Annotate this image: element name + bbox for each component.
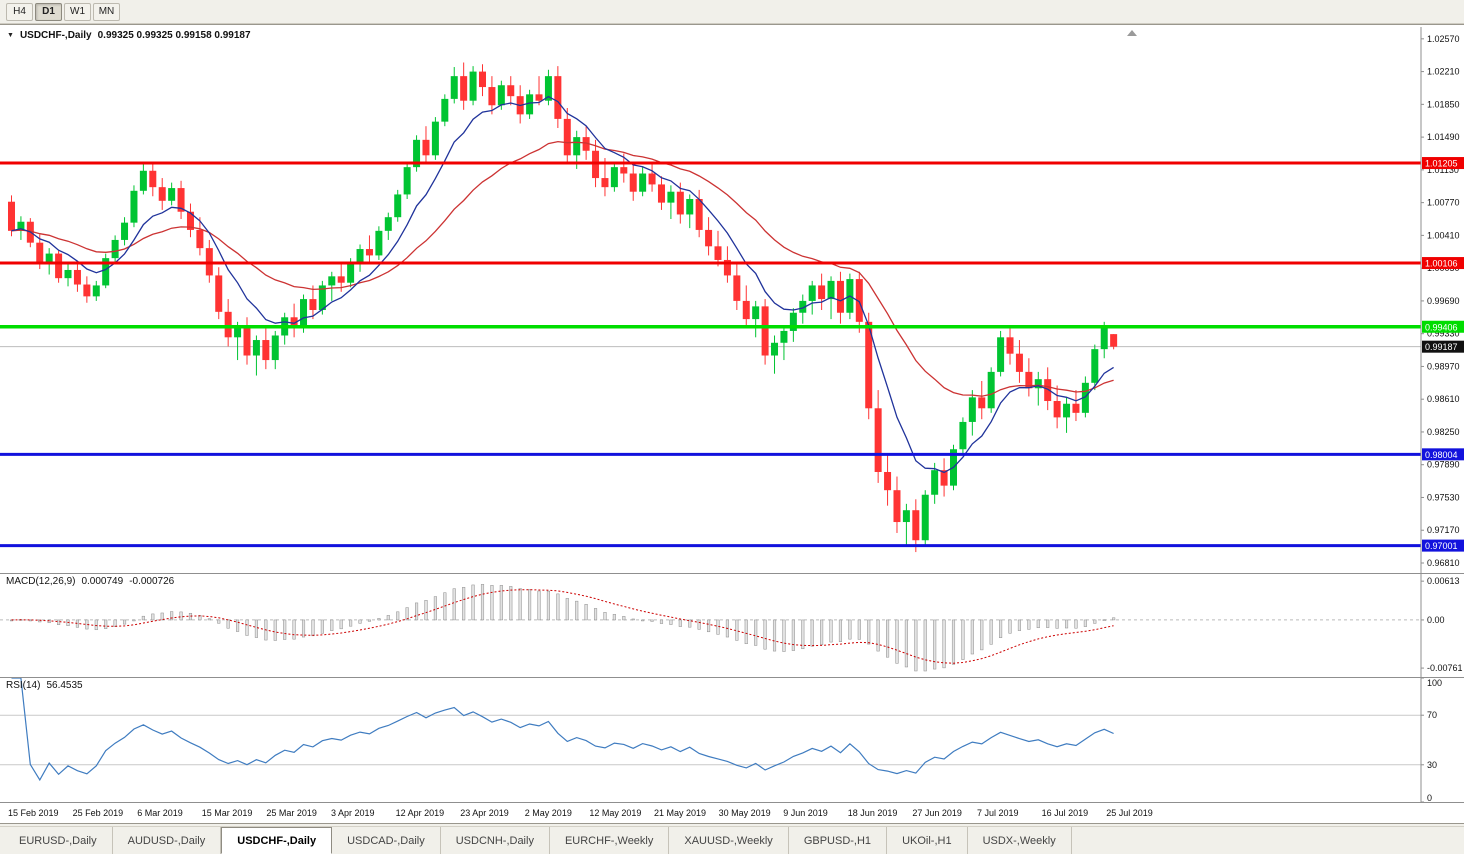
- svg-text:0.98250: 0.98250: [1427, 427, 1460, 437]
- timeframe-button-mn[interactable]: MN: [93, 2, 120, 21]
- chart-tab-eurusd[interactable]: EURUSD-,Daily: [4, 827, 113, 854]
- x-axis-label: 6 Mar 2019: [137, 808, 183, 818]
- price-tag: [1422, 157, 1464, 170]
- svg-text:-0.00761: -0.00761: [1427, 663, 1463, 673]
- candles-layer: [8, 62, 1118, 553]
- timeframe-button-h4[interactable]: H4: [6, 2, 33, 21]
- x-axis-label: 12 May 2019: [589, 808, 642, 818]
- chart-shift-marker: [1127, 30, 1137, 36]
- macd-histogram: [9, 584, 1116, 672]
- x-axis-label: 2 May 2019: [524, 808, 572, 818]
- x-axis-label: 23 Apr 2019: [460, 808, 509, 818]
- x-axis-label: 15 Feb 2019: [8, 808, 59, 818]
- chart-tab-usdchf[interactable]: USDCHF-,Daily: [221, 827, 333, 854]
- timeframe-toolbar: H4 D1 W1 MN: [0, 0, 1464, 24]
- price-tag: [1422, 320, 1464, 333]
- chart-tabs-bar: EURUSD-,Daily AUDUSD-,Daily USDCHF-,Daily U…: [0, 826, 1464, 854]
- macd-label: MACD(12,26,9) 0.000749 -0.000726: [6, 576, 174, 587]
- svg-text:0.96810: 0.96810: [1427, 558, 1460, 568]
- x-axis-label: 16 Jul 2019: [1041, 808, 1089, 818]
- chart-title: ▼ USDCHF-,Daily 0.99325 0.99325 0.99158 …: [7, 30, 251, 41]
- macd-panel[interactable]: 0.00613 0.00 -0.00761 MACD(12,26,9) 0.0007…: [0, 573, 1464, 677]
- x-axis-label: 18 Jun 2019: [847, 808, 898, 818]
- price-tag: [1422, 539, 1464, 552]
- price-chart-panel[interactable]: 1.02570 1.02210 1.01850 1.01490 1.01130 1.007…: [0, 25, 1464, 573]
- svg-text:1.00770: 1.00770: [1427, 198, 1460, 208]
- rsi-panel[interactable]: 100 70 30 0 RSI(14) 56.4535: [0, 677, 1464, 802]
- svg-text:0.97530: 0.97530: [1427, 492, 1460, 502]
- x-axis-label: 25 Jul 2019: [1106, 808, 1153, 818]
- chart-symbol: USDCHF-,Daily: [19, 30, 92, 41]
- svg-text:0.99330: 0.99330: [1427, 329, 1460, 339]
- svg-text:0.97890: 0.97890: [1427, 460, 1460, 470]
- x-axis-label: 21 May 2019: [654, 808, 707, 818]
- timeframe-button-d1[interactable]: D1: [35, 2, 62, 21]
- svg-text:100: 100: [1427, 678, 1442, 688]
- x-axis-label: 30 May 2019: [718, 808, 771, 818]
- svg-text:0.99690: 0.99690: [1427, 296, 1460, 306]
- x-axis-label: 25 Feb 2019: [72, 808, 124, 818]
- svg-text:0.98610: 0.98610: [1427, 394, 1460, 404]
- svg-text:1.01205: 1.01205: [1425, 159, 1458, 169]
- x-axis-label: 7 Jul 2019: [977, 808, 1019, 818]
- svg-text:0.00613: 0.00613: [1427, 576, 1460, 586]
- price-tag: [1422, 448, 1464, 461]
- chart-tab-ukoil[interactable]: UKOil-,H1: [887, 827, 968, 854]
- chart-tab-usdx[interactable]: USDX-,Weekly: [968, 827, 1072, 854]
- svg-text:0.99406: 0.99406: [1425, 322, 1458, 332]
- x-axis-label: 27 Jun 2019: [912, 808, 962, 818]
- price-chart-canvas[interactable]: 1.02570 1.02210 1.01850 1.01490 1.01130 1.007…: [0, 27, 1464, 573]
- svg-text:0.98970: 0.98970: [1427, 361, 1460, 371]
- svg-text:1.00106: 1.00106: [1425, 259, 1458, 269]
- chart-tab-audusd[interactable]: AUDUSD-,Daily: [113, 827, 222, 854]
- chart-tab-usdcnh[interactable]: USDCNH-,Daily: [441, 827, 550, 854]
- chart-tab-xauusd[interactable]: XAUUSD-,Weekly: [669, 827, 789, 854]
- x-axis-label: 9 Jun 2019: [783, 808, 828, 818]
- svg-text:1.00410: 1.00410: [1427, 230, 1460, 240]
- timeframe-button-w1[interactable]: W1: [64, 2, 91, 21]
- svg-text:70: 70: [1427, 710, 1437, 720]
- price-tag: [1422, 340, 1464, 353]
- svg-text:0: 0: [1427, 793, 1432, 802]
- rsi-line: [11, 678, 1114, 782]
- svg-text:0.00: 0.00: [1427, 615, 1445, 625]
- chart-tab-usdcad[interactable]: USDCAD-,Daily: [332, 827, 441, 854]
- macd-signal-line: [11, 589, 1114, 664]
- x-axis-label: 12 Apr 2019: [395, 808, 445, 818]
- svg-text:0.97001: 0.97001: [1425, 541, 1458, 551]
- svg-text:1.01130: 1.01130: [1427, 165, 1459, 175]
- rsi-canvas[interactable]: 100 70 30 0: [0, 678, 1464, 802]
- macd-signal-value: -0.000726: [129, 576, 175, 587]
- ma-slow-line: [11, 140, 1114, 397]
- svg-text:1.02570: 1.02570: [1427, 34, 1460, 44]
- macd-canvas[interactable]: 0.00613 0.00 -0.00761: [0, 574, 1464, 677]
- chart-window[interactable]: 1.02570 1.02210 1.01850 1.01490 1.01130 1.007…: [0, 24, 1464, 824]
- svg-text:1.01490: 1.01490: [1427, 132, 1460, 142]
- chart-ohlc: 0.99325 0.99325 0.99158 0.99187: [97, 30, 251, 41]
- svg-text:1.01850: 1.01850: [1427, 99, 1460, 109]
- x-axis-label: 3 Apr 2019: [331, 808, 375, 818]
- macd-name: MACD(12,26,9): [6, 576, 76, 587]
- x-axis-label: 25 Mar 2019: [266, 808, 317, 818]
- x-axis-label: 15 Mar 2019: [201, 808, 253, 818]
- macd-main-value: 0.000749: [81, 576, 124, 587]
- rsi-value: 56.4535: [46, 680, 83, 691]
- chart-tab-eurchf[interactable]: EURCHF-,Weekly: [550, 827, 670, 854]
- time-axis: 15 Feb 2019 25 Feb 2019 6 Mar 2019 15 Mar 2…: [0, 802, 1464, 823]
- rsi-label: RSI(14) 56.4535: [6, 680, 83, 691]
- svg-text:30: 30: [1427, 760, 1437, 770]
- svg-text:0.98004: 0.98004: [1425, 450, 1458, 460]
- rsi-name: RSI(14): [6, 680, 41, 691]
- ma-fast-line: [11, 95, 1114, 474]
- price-tag: [1422, 257, 1464, 270]
- svg-text:0.99187: 0.99187: [1425, 342, 1458, 352]
- svg-text:0.97170: 0.97170: [1427, 525, 1460, 535]
- svg-text:1.02210: 1.02210: [1427, 67, 1460, 77]
- chart-tab-gbpusd[interactable]: GBPUSD-,H1: [789, 827, 888, 854]
- chart-dropdown-icon[interactable]: ▼: [7, 32, 14, 39]
